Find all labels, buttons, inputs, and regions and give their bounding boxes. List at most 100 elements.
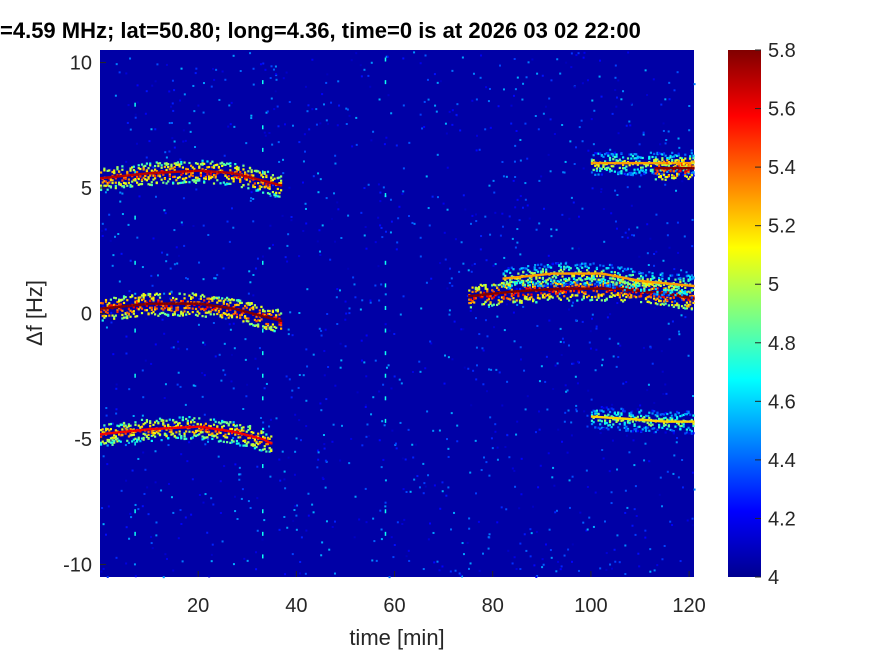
trace-pixel (250, 322, 253, 326)
trace-pixel (666, 299, 669, 303)
trace-pixel (690, 274, 693, 277)
trace-pixel (680, 165, 684, 168)
noise-speckle (611, 266, 614, 269)
trace-pixel (682, 425, 685, 428)
trace-pixel (656, 170, 659, 173)
trace-pixel (252, 308, 255, 311)
trace-pixel (676, 410, 679, 414)
trace-core-pixel (569, 272, 572, 275)
trace-pixel (685, 410, 689, 413)
trace-pixel (158, 175, 162, 178)
noise-speckle (115, 412, 118, 415)
trace-pixel (168, 430, 171, 433)
trace-core-pixel (597, 415, 600, 419)
trace-core-pixel (635, 278, 638, 282)
noise-speckle (387, 364, 390, 367)
trace-core-pixel (661, 161, 664, 165)
noise-speckle (189, 130, 192, 133)
trace-pixel (569, 289, 572, 292)
noise-speckle (138, 195, 141, 198)
trace-pixel (500, 285, 504, 288)
noise-speckle (510, 297, 513, 300)
trace-pixel (653, 172, 656, 175)
trace-pixel (131, 180, 134, 183)
noise-speckle (305, 222, 308, 225)
trace-core-pixel (676, 294, 679, 297)
trace-core-pixel (145, 172, 149, 175)
trace-pixel (245, 178, 248, 181)
trace-pixel (664, 280, 667, 283)
noise-speckle (372, 517, 375, 520)
trace-pixel (662, 163, 666, 166)
trace-pixel (168, 307, 171, 310)
trace-pixel (234, 424, 237, 428)
trace-pixel (659, 413, 662, 416)
trace-pixel (559, 298, 563, 301)
trace-pixel (651, 412, 654, 415)
trace-pixel (644, 414, 648, 417)
trace-core-pixel (569, 287, 572, 290)
trace-pixel (636, 168, 639, 171)
trace-pixel (643, 420, 646, 423)
trace-pixel (658, 299, 661, 302)
noise-speckle (233, 125, 236, 128)
trace-pixel (157, 293, 160, 297)
noise-speckle (176, 262, 179, 265)
trace-pixel (250, 174, 253, 177)
trace-core-pixel (644, 161, 648, 165)
trace-pixel (185, 172, 188, 175)
trace-core-pixel (137, 173, 140, 176)
trace-core-pixel (101, 176, 104, 180)
noise-speckle (625, 124, 628, 127)
noise-speckle (519, 542, 522, 545)
trace-pixel (154, 421, 157, 424)
noise-speckle (222, 369, 225, 372)
noise-speckle (480, 469, 483, 472)
trace-pixel (559, 279, 563, 282)
noise-speckle (467, 567, 470, 570)
trace-pixel (680, 289, 684, 292)
trace-core-pixel (247, 175, 250, 179)
trace-pixel (162, 422, 165, 426)
trace-pixel (221, 425, 224, 428)
trace-core-pixel (226, 306, 229, 309)
noise-speckle (502, 88, 505, 91)
trace-pixel (635, 172, 638, 175)
trace-pixel (622, 294, 625, 297)
trace-pixel (173, 310, 176, 314)
noise-speckle (628, 451, 631, 454)
noise-speckle (568, 217, 571, 220)
noise-speckle (390, 536, 393, 539)
noise-speckle (478, 569, 481, 572)
trace-pixel (635, 430, 638, 433)
noise-speckle (526, 157, 529, 160)
noise-speckle (334, 384, 337, 387)
noise-speckle (146, 486, 149, 489)
noise-speckle (510, 122, 513, 125)
trace-pixel (211, 160, 214, 163)
trace-core-pixel (185, 302, 188, 305)
trace-pixel (240, 301, 243, 304)
noise-speckle (649, 548, 652, 551)
trace-pixel (204, 311, 207, 314)
trace-pixel (268, 447, 271, 450)
trace-pixel (278, 323, 281, 326)
trace-pixel (615, 420, 618, 424)
trace-pixel (666, 412, 669, 416)
trace-pixel (114, 184, 117, 188)
noise-speckle (233, 495, 236, 498)
trace-pixel (176, 436, 180, 440)
noise-speckle (154, 195, 157, 198)
trace-core-pixel (602, 272, 605, 276)
trace-pixel (255, 320, 258, 323)
trace-pixel (554, 290, 558, 294)
trace-pixel (150, 306, 153, 309)
trace-core-pixel (101, 307, 104, 310)
trace-pixel (538, 280, 541, 284)
trace-core-pixel (559, 287, 563, 291)
noise-speckle (195, 188, 198, 191)
trace-core-pixel (559, 272, 563, 275)
artifact-dash (262, 464, 264, 469)
trace-pixel (662, 417, 666, 420)
noise-speckle (471, 99, 474, 102)
